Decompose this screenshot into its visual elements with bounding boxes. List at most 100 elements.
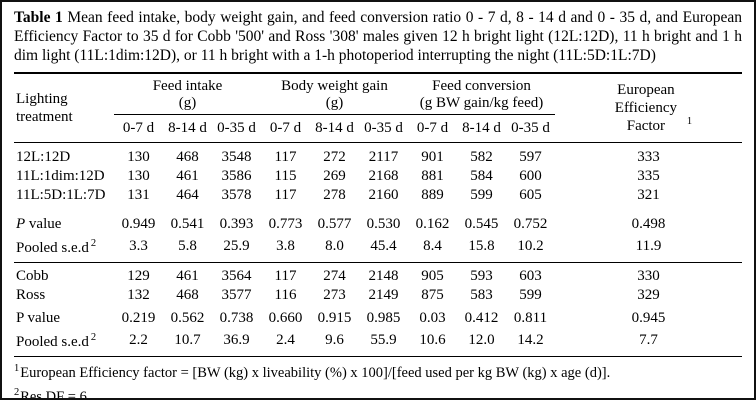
row-label: Pooled s.e.d 2 xyxy=(14,234,114,263)
cell-value: 0.915 xyxy=(317,310,352,326)
col-group-title: Body weight gain xyxy=(281,78,388,94)
cell-value: 329 xyxy=(637,287,660,303)
cell-value: 603 xyxy=(519,268,542,284)
col-group-feed-conversion: Feed conversion (g BW gain/kg feed) xyxy=(408,72,556,115)
cell-value: 599 xyxy=(470,187,493,203)
row-label: P value xyxy=(16,310,61,326)
cell-value: 3577 xyxy=(221,287,252,303)
table-row: 11L:5D:1L:7D 131 464 3578 117 278 2160 8… xyxy=(14,186,742,205)
table-row: Cobb 129 461 3564 117 274 2148 905 593 6… xyxy=(14,263,742,287)
cell-value: 468 xyxy=(176,287,199,303)
cell-value: 7.7 xyxy=(555,328,743,357)
cell-value: 117 xyxy=(274,187,297,203)
col-header-period: 8-14 d xyxy=(163,114,212,143)
cell-value: 0.660 xyxy=(268,310,303,326)
cell-value: 115 xyxy=(274,168,297,184)
cell-value: 881 xyxy=(421,168,444,184)
cell-value: 14.2 xyxy=(506,328,556,357)
cell-value: 600 xyxy=(519,168,542,184)
cell-value: 117 xyxy=(274,268,297,284)
cell-value: 45.4 xyxy=(359,234,409,263)
cell-value: 0.949 xyxy=(121,216,156,232)
cell-value: 12.0 xyxy=(457,328,507,357)
table-row: 12L:12D 130 468 3548 117 272 2117 901 58… xyxy=(14,143,742,168)
cell-value: 3578 xyxy=(221,187,252,203)
cell-value: 0.985 xyxy=(366,310,401,326)
cell-value: 0.498 xyxy=(631,216,666,232)
cell-value: 582 xyxy=(470,149,493,165)
cell-value: 0.752 xyxy=(513,216,548,232)
cell-value: 8.4 xyxy=(408,234,458,263)
cell-value: 130 xyxy=(127,168,150,184)
col-header-period: 0-7 d xyxy=(408,114,458,143)
col-group-unit: (g BW gain/kg feed) xyxy=(419,95,544,111)
cell-value: 0.03 xyxy=(419,310,446,326)
cell-value: 117 xyxy=(274,149,297,165)
row-label: Pooled s.e.d 2 xyxy=(14,328,114,357)
cell-value: 3.3 xyxy=(114,234,163,263)
row-label: P value xyxy=(16,216,62,232)
table-row: 11L:1dim:12D 130 461 3586 115 269 2168 8… xyxy=(14,167,742,186)
cell-value: 605 xyxy=(519,187,542,203)
cell-value: 129 xyxy=(127,268,150,284)
cell-value: 116 xyxy=(274,287,297,303)
cell-value: 0.541 xyxy=(170,216,205,232)
cell-value: 2149 xyxy=(368,287,399,303)
cell-value: 274 xyxy=(323,268,346,284)
col-header-period: 0-7 d xyxy=(114,114,163,143)
cell-value: 269 xyxy=(323,168,346,184)
footnote-marker: 2 xyxy=(14,386,20,398)
cell-value: 0.393 xyxy=(219,216,254,232)
spacer-row xyxy=(14,205,742,215)
cell-value: 0.530 xyxy=(366,216,401,232)
cell-value: 599 xyxy=(519,287,542,303)
table-row-pvalue: P value 0.949 0.541 0.393 0.773 0.577 0.… xyxy=(14,215,742,234)
cell-value: 468 xyxy=(176,149,199,165)
cell-value: 2160 xyxy=(368,187,399,203)
cell-value: 0.577 xyxy=(317,216,352,232)
cell-value: 0.219 xyxy=(121,310,156,326)
col-group-title: Feed conversion xyxy=(432,78,531,94)
cell-value: 321 xyxy=(637,187,660,203)
table-row: Ross 132 468 3577 116 273 2149 875 583 5… xyxy=(14,286,742,305)
cell-value: 905 xyxy=(421,268,444,284)
table-row-pvalue: P value 0.219 0.562 0.738 0.660 0.915 0.… xyxy=(14,309,742,328)
cell-value: 0.738 xyxy=(219,310,254,326)
cell-value: 583 xyxy=(470,287,493,303)
cell-value: 464 xyxy=(176,187,199,203)
cell-value: 9.6 xyxy=(310,328,359,357)
cell-value: 3586 xyxy=(221,168,252,184)
col-header-european-efficiency-factor: European Efficiency Factor 1 xyxy=(555,72,743,143)
cell-value: 875 xyxy=(421,287,444,303)
footnote-eef: 1European Efficiency factor = [BW (kg) x… xyxy=(14,359,742,383)
sed-footnote-marker: 2 xyxy=(90,332,97,343)
cell-value: 10.7 xyxy=(163,328,212,357)
caption-text: Mean feed intake, body weight gain, and … xyxy=(14,9,742,64)
cell-value: 3564 xyxy=(221,268,252,284)
eef-header-footnote-marker: 1 xyxy=(686,116,693,127)
col-header-period: 0-7 d xyxy=(261,114,310,143)
data-table: Lighting treatment Feed intake (g) Body … xyxy=(14,72,743,357)
col-header-period: 0-35 d xyxy=(212,114,261,143)
col-group-title: Feed intake xyxy=(152,78,223,94)
table-caption: Table 1 Mean feed intake, body weight ga… xyxy=(14,8,742,65)
header-row-groups: Lighting treatment Feed intake (g) Body … xyxy=(14,72,743,143)
cell-value: 5.8 xyxy=(163,234,212,263)
row-label: Ross xyxy=(16,287,46,303)
cell-value: 2168 xyxy=(368,168,399,184)
cell-value: 132 xyxy=(127,287,150,303)
row-label: 11L:1dim:12D xyxy=(16,168,105,184)
cell-value: 2.2 xyxy=(114,328,163,357)
col-group-unit: (g) xyxy=(325,95,344,111)
row-label: Cobb xyxy=(16,268,49,284)
footnote-resdf: 2Res DF = 6. xyxy=(14,383,742,398)
cell-value: 330 xyxy=(637,268,660,284)
footnote-text: European Efficiency factor = [BW (kg) x … xyxy=(20,364,611,381)
cell-value: 273 xyxy=(323,287,346,303)
cell-value: 272 xyxy=(323,149,346,165)
cell-value: 10.2 xyxy=(506,234,556,263)
cell-value: 584 xyxy=(470,168,493,184)
header-row-periods: 0-7 d 8-14 d 0-35 d 0-7 d 8-14 d 0-35 d … xyxy=(14,114,742,143)
col-group-unit: (g) xyxy=(178,95,197,111)
col-header-period: 0-35 d xyxy=(506,114,556,143)
